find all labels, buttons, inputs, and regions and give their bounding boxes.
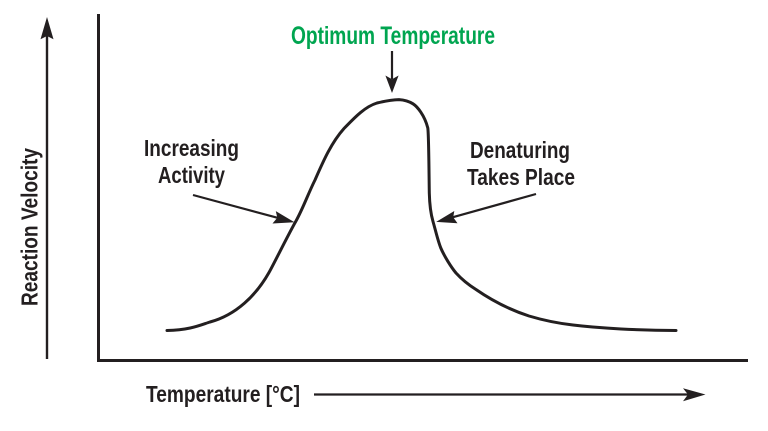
- svg-text:Activity: Activity: [158, 162, 225, 188]
- svg-text:Denaturing: Denaturing: [470, 137, 570, 163]
- svg-text:Optimum Temperature: Optimum Temperature: [291, 22, 495, 50]
- svg-text:Increasing: Increasing: [144, 135, 239, 161]
- svg-text:Temperature [°C]: Temperature [°C]: [146, 381, 300, 407]
- svg-text:Takes Place: Takes Place: [467, 164, 575, 190]
- svg-text:Reaction Velocity: Reaction Velocity: [17, 148, 43, 306]
